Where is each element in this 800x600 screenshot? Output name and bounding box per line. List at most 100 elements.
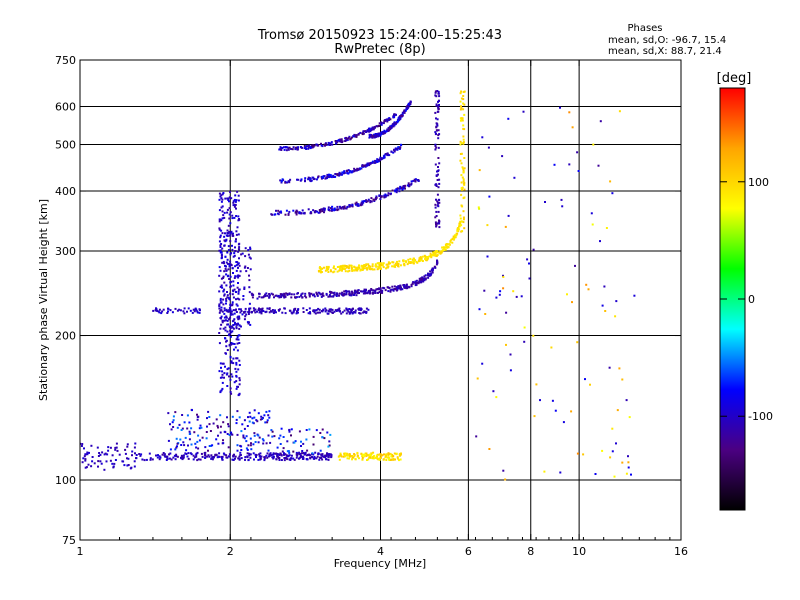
data-point	[196, 440, 199, 443]
data-point	[332, 271, 335, 274]
data-point	[307, 178, 310, 181]
data-point	[369, 200, 372, 202]
data-point	[283, 452, 285, 455]
data-point	[369, 265, 372, 268]
data-point	[321, 453, 324, 456]
data-point	[374, 263, 377, 266]
data-point	[398, 190, 401, 193]
data-point	[437, 90, 440, 93]
data-point	[260, 310, 263, 313]
data-point	[354, 134, 357, 137]
data-point	[196, 451, 199, 454]
data-point	[615, 300, 618, 303]
data-point	[246, 267, 249, 269]
data-point	[401, 111, 404, 114]
data-point	[337, 455, 340, 458]
data-point	[379, 288, 382, 291]
data-point	[271, 435, 274, 438]
data-point	[226, 310, 229, 313]
data-point	[126, 464, 129, 467]
data-point	[218, 342, 221, 345]
data-point	[228, 278, 231, 280]
data-point	[238, 218, 241, 221]
data-point	[326, 268, 329, 271]
data-point	[230, 310, 233, 313]
data-point	[83, 455, 86, 458]
data-point	[420, 257, 423, 260]
data-point	[305, 429, 308, 431]
data-point	[380, 267, 382, 270]
data-point	[235, 233, 238, 236]
data-point	[257, 308, 260, 311]
data-point	[239, 270, 242, 273]
data-point	[219, 431, 222, 434]
data-point	[374, 134, 377, 137]
data-point	[343, 267, 346, 270]
data-point	[217, 434, 219, 437]
data-point	[348, 294, 351, 297]
data-point	[292, 311, 295, 314]
data-point	[391, 285, 394, 288]
data-point	[437, 173, 439, 176]
data-point	[376, 160, 379, 163]
data-point	[271, 309, 274, 311]
data-point	[348, 308, 351, 310]
data-point	[235, 326, 238, 329]
data-point	[221, 193, 224, 196]
data-point	[395, 264, 398, 266]
data-point	[183, 421, 186, 424]
data-point	[311, 176, 314, 179]
data-point	[221, 247, 224, 250]
data-point	[346, 309, 349, 312]
data-point	[301, 457, 304, 460]
data-point	[426, 274, 429, 277]
data-point	[229, 260, 232, 263]
data-point	[354, 202, 357, 205]
y-tick-label: 300	[55, 245, 76, 258]
data-point	[461, 166, 464, 169]
data-point	[126, 457, 128, 460]
data-point	[193, 310, 196, 313]
data-point	[323, 209, 326, 212]
data-point	[93, 462, 96, 465]
data-point	[427, 272, 429, 275]
data-point	[155, 454, 157, 457]
data-point	[246, 452, 249, 455]
data-point	[499, 290, 502, 293]
data-point	[326, 453, 329, 456]
data-point	[361, 290, 363, 293]
data-point	[436, 259, 438, 262]
data-point	[310, 179, 313, 182]
data-point	[568, 111, 571, 114]
data-point	[347, 169, 350, 172]
data-point	[222, 442, 225, 445]
data-point	[218, 370, 221, 373]
data-point	[224, 365, 226, 368]
data-point	[364, 289, 367, 292]
data-point	[341, 267, 344, 270]
data-point	[362, 265, 365, 268]
data-point	[268, 296, 271, 299]
data-point	[566, 293, 568, 296]
data-point	[345, 307, 348, 310]
data-point	[369, 453, 371, 456]
data-point	[238, 257, 240, 260]
data-point	[354, 291, 357, 294]
data-point	[571, 126, 574, 129]
data-point	[242, 298, 245, 301]
data-point	[124, 448, 127, 451]
data-point	[222, 452, 225, 455]
data-point	[223, 376, 225, 379]
data-point	[359, 269, 362, 272]
data-point	[253, 416, 256, 419]
data-point	[280, 180, 283, 182]
data-point	[241, 252, 244, 255]
data-point	[380, 290, 383, 292]
data-point	[329, 310, 332, 313]
data-point	[135, 457, 138, 460]
data-point	[172, 415, 175, 418]
data-point	[367, 266, 370, 269]
data-point	[195, 452, 198, 455]
data-point	[201, 436, 204, 439]
data-point	[278, 437, 281, 440]
